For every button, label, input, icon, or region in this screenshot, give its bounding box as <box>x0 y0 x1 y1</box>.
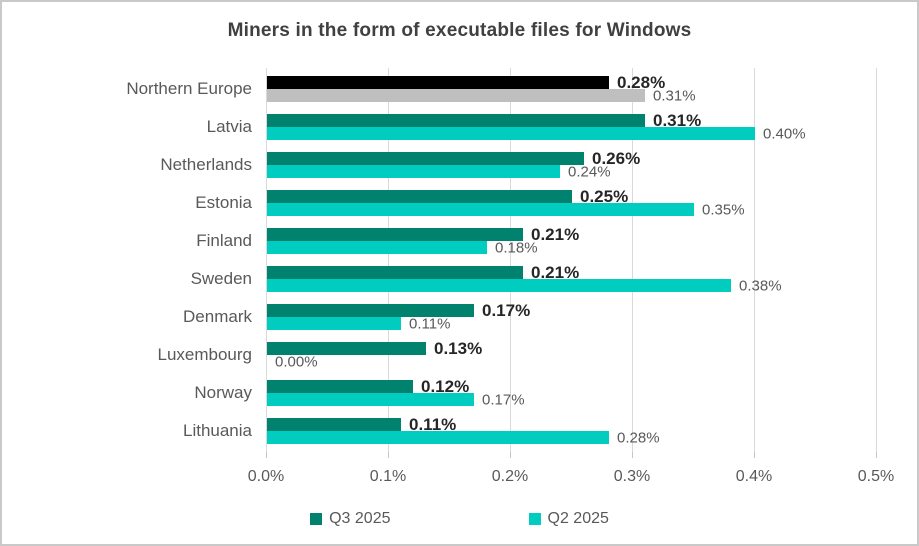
category-label-sweden: Sweden <box>190 269 252 288</box>
legend-swatch-icon <box>528 513 541 525</box>
data-label-q3-2025-denmark: 0.17% <box>482 300 531 320</box>
bar-q3-2025-latvia <box>267 114 645 127</box>
category-label-latvia: Latvia <box>206 117 252 136</box>
data-label-q2-2025-sweden: 0.38% <box>739 277 782 294</box>
bar-q2-2025-netherlands <box>267 165 560 178</box>
x-axis-label-0-2-: 0.2% <box>491 468 529 485</box>
bar-q2-2025-northern-europe <box>267 89 645 102</box>
data-label-q3-2025-lithuania: 0.11% <box>409 414 457 434</box>
data-label-q3-2025-luxembourg: 0.13% <box>434 338 483 358</box>
bar-q3-2025-finland <box>267 228 523 241</box>
bar-q3-2025-norway <box>267 380 413 393</box>
legend: Q3 2025 Q2 2025 <box>2 510 917 528</box>
bar-q3-2025-northern-europe <box>267 76 609 89</box>
bar-q2-2025-estonia <box>267 203 694 216</box>
bar-q2-2025-latvia <box>267 127 755 140</box>
bar-q3-2025-luxembourg <box>267 342 426 355</box>
category-label-luxembourg: Luxembourg <box>157 345 252 364</box>
axis-tick-0-1- <box>388 452 389 458</box>
data-label-q3-2025-sweden: 0.21% <box>531 262 580 282</box>
data-label-q2-2025-estonia: 0.35% <box>702 201 745 218</box>
x-axis-label-0-1-: 0.1% <box>369 468 407 485</box>
axis-tick-0-0- <box>266 452 267 458</box>
x-axis-label-0-0-: 0.0% <box>247 468 285 485</box>
data-label-q2-2025-finland: 0.18% <box>495 239 538 256</box>
legend-item-q3-2025: Q3 2025 <box>310 510 391 528</box>
data-label-q3-2025-finland: 0.21% <box>531 224 580 244</box>
category-label-lithuania: Lithuania <box>182 421 252 440</box>
legend-label: Q2 2025 <box>547 510 609 527</box>
data-label-q2-2025-denmark: 0.11% <box>409 315 451 332</box>
data-label-q3-2025-norway: 0.12% <box>421 376 470 396</box>
category-label-finland: Finland <box>196 231 252 250</box>
data-label-q2-2025-northern-europe: 0.31% <box>653 87 696 104</box>
bar-q3-2025-estonia <box>267 190 572 203</box>
data-label-q3-2025-netherlands: 0.26% <box>592 148 641 168</box>
gridline-0-4- <box>754 68 755 452</box>
gridline-0-2- <box>510 68 511 452</box>
category-label-norway: Norway <box>194 383 252 402</box>
category-label-northern-europe: Northern Europe <box>126 79 252 98</box>
bar-q2-2025-denmark <box>267 317 401 330</box>
legend-item-q2-2025: Q2 2025 <box>528 510 609 528</box>
category-label-denmark: Denmark <box>183 307 252 326</box>
gridline-0-1- <box>388 68 389 452</box>
data-label-q2-2025-lithuania: 0.28% <box>617 429 660 446</box>
x-axis-label-0-4-: 0.4% <box>735 468 773 485</box>
bar-q2-2025-sweden <box>267 279 731 292</box>
category-label-estonia: Estonia <box>195 193 252 212</box>
axis-tick-0-3- <box>632 452 633 458</box>
bar-q2-2025-finland <box>267 241 487 254</box>
chart-title: Miners in the form of executable files f… <box>227 20 692 41</box>
bar-q2-2025-lithuania <box>267 431 609 444</box>
data-label-q2-2025-netherlands: 0.24% <box>568 163 611 180</box>
axis-tick-0-2- <box>510 452 511 458</box>
gridline-0-0- <box>266 68 267 452</box>
gridline-0-5- <box>876 68 877 452</box>
bar-q3-2025-netherlands <box>267 152 584 165</box>
legend-label: Q3 2025 <box>329 510 391 527</box>
plot-area: 0.28% 0.31% 0.31% 0.40% 0.26% 0.24% 0.25% 0.35%… <box>266 68 877 458</box>
data-label-q2-2025-norway: 0.17% <box>482 391 525 408</box>
bar-q3-2025-lithuania <box>267 418 401 431</box>
data-label-q2-2025-luxembourg: 0.00% <box>275 353 318 370</box>
axis-tick-0-5- <box>876 452 877 458</box>
bar-q3-2025-denmark <box>267 304 474 317</box>
data-label-q2-2025-latvia: 0.40% <box>763 125 806 142</box>
axis-tick-0-4- <box>754 452 755 458</box>
legend-swatch-icon <box>310 513 323 525</box>
bar-q2-2025-norway <box>267 393 474 406</box>
data-label-q3-2025-estonia: 0.25% <box>580 186 629 206</box>
gridline-0-3- <box>632 68 633 452</box>
category-label-netherlands: Netherlands <box>160 155 252 174</box>
data-label-q3-2025-northern-europe: 0.28% <box>617 72 666 92</box>
x-axis-label-0-5-: 0.5% <box>857 468 895 485</box>
data-label-q3-2025-latvia: 0.31% <box>653 110 702 130</box>
x-axis-label-0-3-: 0.3% <box>613 468 651 485</box>
bar-q3-2025-sweden <box>267 266 523 279</box>
